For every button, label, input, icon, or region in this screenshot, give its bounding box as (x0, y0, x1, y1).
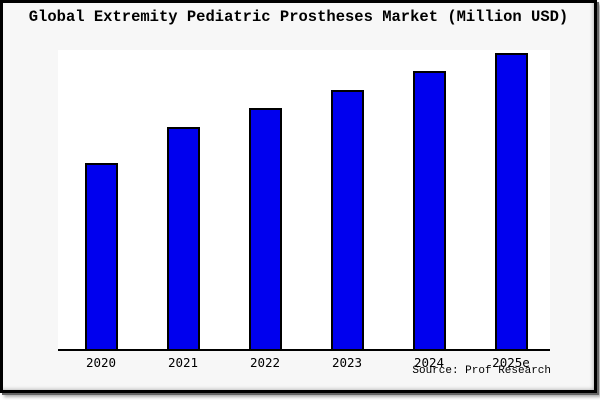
bar-2025e (495, 53, 528, 351)
bar-2021 (167, 127, 200, 351)
source-label: Source: Prof Research (412, 365, 551, 377)
bar-2024 (413, 71, 446, 351)
bar-2022 (249, 108, 282, 351)
x-tick-label-2024: 2024 (413, 355, 445, 370)
plot-area (58, 50, 550, 351)
bar-2023 (331, 90, 364, 351)
x-tick-label-2025e: 2025e (492, 355, 530, 370)
bar-2020 (85, 163, 118, 351)
x-tick-label-2023: 2023 (331, 355, 363, 370)
x-tick-label-2021: 2021 (167, 355, 199, 370)
x-tick-label-2022: 2022 (249, 355, 281, 370)
chart-title: Global Extremity Pediatric Prostheses Ma… (28, 8, 569, 26)
x-tick-label-2020: 2020 (85, 355, 117, 370)
